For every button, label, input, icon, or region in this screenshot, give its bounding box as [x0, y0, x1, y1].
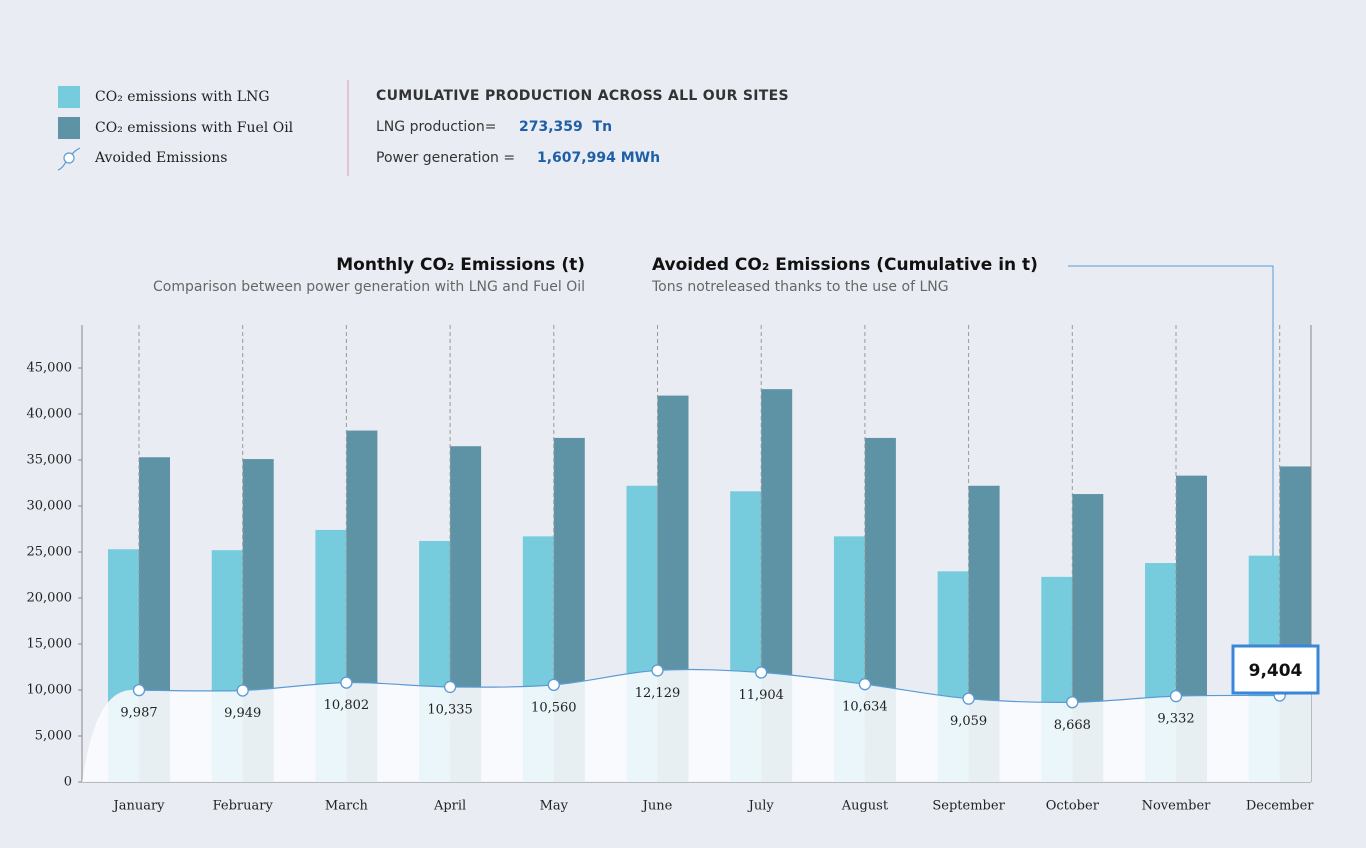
- chart-title: Monthly CO₂ Emissions (t): [336, 255, 585, 275]
- point: [547, 678, 560, 691]
- data-label: 11,904: [738, 688, 784, 703]
- point: [443, 680, 457, 694]
- point: [651, 664, 664, 677]
- x-tick-label: June: [641, 799, 673, 814]
- data-label: 9,987: [120, 706, 157, 721]
- legend-swatch: [58, 86, 80, 108]
- y-tick-label: 35,000: [27, 453, 73, 468]
- y-tick-label: 15,000: [27, 637, 73, 652]
- x-tick-label: October: [1046, 799, 1100, 814]
- y-tick-label: 10,000: [27, 683, 73, 698]
- point: [962, 692, 975, 705]
- y-tick-label: 5,000: [35, 729, 72, 744]
- y-tick-label: 40,000: [27, 407, 73, 422]
- y-tick-label: 25,000: [27, 545, 73, 560]
- avoided-title: Avoided CO₂ Emissions (Cumulative in t): [652, 255, 1038, 275]
- data-label: 10,634: [842, 700, 888, 715]
- legend-swatch: [58, 117, 80, 139]
- y-tick-label: 45,000: [27, 361, 73, 376]
- power-label: Power generation =: [376, 150, 515, 166]
- point: [858, 678, 872, 691]
- data-label: 8,668: [1054, 718, 1091, 733]
- data-label: 9,059: [950, 714, 987, 729]
- y-tick-label: 0: [64, 775, 72, 790]
- legend-label: CO₂ emissions with Fuel Oil: [95, 120, 294, 136]
- legend-label: Avoided Emissions: [94, 150, 227, 166]
- lng-label: LNG production=: [376, 119, 496, 135]
- chart-subtitle: Comparison between power generation with…: [153, 279, 585, 295]
- y-tick-label: 30,000: [27, 499, 73, 514]
- point: [755, 666, 768, 679]
- x-tick-label: January: [111, 799, 165, 814]
- x-tick-label: November: [1142, 799, 1212, 814]
- data-label: 9,332: [1157, 712, 1194, 727]
- x-tick-label: July: [747, 799, 775, 814]
- power-value: 1,607,994 MWh: [537, 150, 660, 166]
- x-tick-label: September: [932, 799, 1005, 814]
- header-title: CUMULATIVE PRODUCTION ACROSS ALL OUR SIT…: [376, 88, 789, 104]
- lng-value: 273,359 Tn: [519, 119, 612, 135]
- x-tick-label: May: [540, 799, 569, 814]
- area-fill: [82, 669, 1311, 782]
- x-tick-label: August: [841, 799, 889, 814]
- x-tick-label: March: [325, 799, 369, 814]
- callout-connector: [1068, 265, 1274, 646]
- data-label: 10,802: [324, 698, 370, 713]
- y-tick-label: 20,000: [27, 591, 73, 606]
- x-tick-label: April: [433, 799, 466, 814]
- data-label: 10,560: [531, 700, 577, 715]
- x-tick-label: February: [213, 799, 274, 814]
- data-label: 10,335: [427, 702, 473, 717]
- point: [236, 684, 249, 697]
- legend-icon: [63, 152, 75, 164]
- avoided-subtitle: Tons notreleased thanks to the use of LN…: [651, 279, 949, 295]
- point: [340, 676, 353, 689]
- callout-value: 9,404: [1249, 661, 1303, 681]
- callout-box: [1231, 644, 1320, 695]
- point: [132, 683, 146, 697]
- x-tick-label: December: [1246, 799, 1314, 814]
- legend-label: CO₂ emissions with LNG: [95, 89, 270, 105]
- point: [1066, 696, 1079, 709]
- point: [1169, 689, 1183, 703]
- data-label: 9,949: [224, 706, 261, 721]
- data-label: 12,129: [635, 686, 681, 701]
- line: [138, 668, 1280, 703]
